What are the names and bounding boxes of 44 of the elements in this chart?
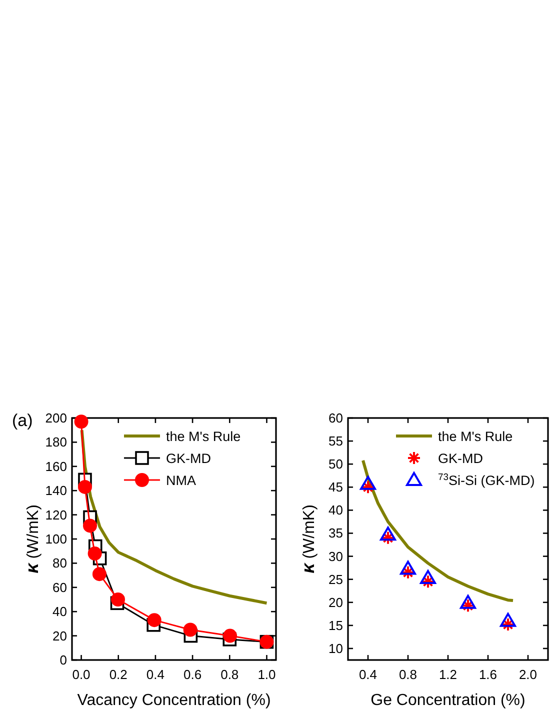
x-tick-label: 0.4 bbox=[358, 667, 378, 682]
x-tick-label: 1.2 bbox=[438, 667, 458, 682]
y-tick-label: 80 bbox=[52, 556, 67, 571]
y-tick-label: 25 bbox=[328, 572, 343, 587]
legend-label: GK-MD bbox=[438, 451, 484, 466]
y-tick-label: 60 bbox=[52, 580, 67, 595]
y-tick-label: 100 bbox=[45, 532, 67, 546]
y-tick-label: 60 bbox=[328, 410, 343, 426]
y-tick-label: 45 bbox=[328, 480, 343, 495]
y-tick-label: 160 bbox=[45, 458, 67, 474]
x-tick-label: 1.6 bbox=[478, 667, 498, 682]
legend-label: GK-MD bbox=[166, 451, 212, 466]
y-tick-label: 30 bbox=[328, 548, 343, 564]
y-tick-label: 40 bbox=[52, 604, 67, 620]
x-tick-label: 2.0 bbox=[518, 667, 538, 682]
x-tick-label: 1.0 bbox=[258, 667, 276, 682]
y-tick-label: 15 bbox=[328, 618, 343, 633]
y-tick-label: 55 bbox=[328, 434, 343, 449]
y-axis-title: κ (W/mK) bbox=[298, 504, 318, 574]
y-tick-label: 50 bbox=[328, 456, 343, 472]
legend-label: NMA bbox=[166, 473, 196, 488]
y-tick-label: 35 bbox=[328, 526, 343, 541]
x-tick-label: 0.8 bbox=[398, 667, 418, 682]
x-axis-title: Ge Concentration (%) bbox=[370, 692, 526, 709]
text: (a) bbox=[12, 411, 33, 430]
y-tick-label: 20 bbox=[328, 594, 343, 610]
y-tick-label: 140 bbox=[45, 483, 67, 498]
y-tick-label: 0 bbox=[60, 652, 67, 668]
x-tick-label: 0.4 bbox=[146, 667, 164, 682]
y-tick-label: 120 bbox=[45, 507, 67, 522]
y-tick-label: 180 bbox=[45, 434, 67, 450]
legend-label: the M's Rule bbox=[438, 429, 513, 444]
x-tick-label: 0.2 bbox=[109, 667, 128, 682]
y-tick-label: 10 bbox=[328, 640, 343, 656]
y-tick-label: 40 bbox=[328, 502, 343, 518]
y-axis-title: κ (W/mK) bbox=[22, 504, 42, 574]
x-tick-label: 0.6 bbox=[184, 667, 202, 682]
x-axis-title: Vacancy Concentration (%) bbox=[77, 692, 271, 709]
y-tick-label: 200 bbox=[45, 410, 67, 426]
legend-label: the M's Rule bbox=[166, 429, 241, 444]
x-tick-label: 0.8 bbox=[220, 667, 239, 682]
y-tick-label: 20 bbox=[52, 628, 67, 644]
legend-label: $^{73}$Si-Si (GK-MD) bbox=[438, 472, 535, 488]
x-tick-label: 0.0 bbox=[72, 667, 90, 682]
